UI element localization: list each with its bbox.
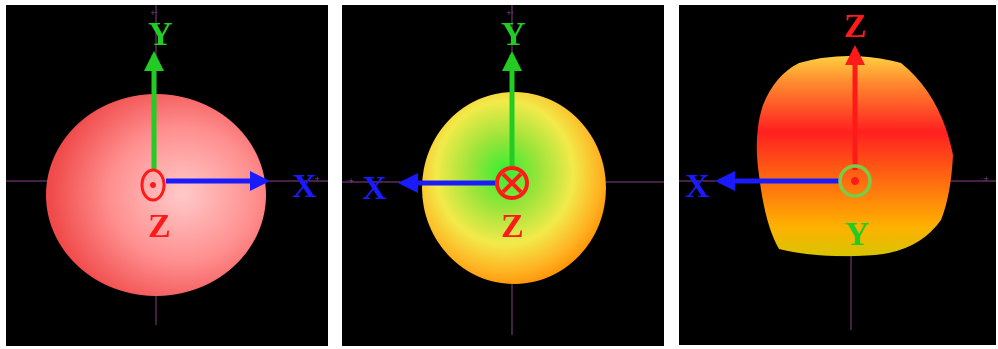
x-axis-label: X <box>685 168 710 205</box>
panel-back-view: Y X Z +· ·+ <box>342 5 664 346</box>
y-axis-label: Y <box>501 16 526 53</box>
y-axis-marker-ring <box>838 164 872 198</box>
front-view-canvas: Y X Z +· ·+ <box>6 5 328 325</box>
panel-side-view: Z X Y ·+ <box>679 5 996 345</box>
sphere-shape <box>46 94 266 296</box>
z-axis-label: Z <box>501 208 524 245</box>
panel-front-view: Y X Z +· ·+ <box>6 5 328 346</box>
x-axis-label: X <box>292 168 317 205</box>
z-axis-marker-cross <box>501 172 523 194</box>
back-view-canvas: Y X Z +· ·+ <box>342 5 664 335</box>
z-axis-label: Z <box>844 8 867 45</box>
z-axis-marker-ring <box>140 168 166 202</box>
decorative-tick: ·+ <box>346 177 354 185</box>
y-axis-marker-dot <box>851 177 859 185</box>
decorative-tick: +· <box>506 9 514 17</box>
sphere-shape <box>422 92 606 284</box>
z-axis-marker-dot <box>150 182 156 188</box>
decorative-tick: ·+ <box>312 175 320 183</box>
z-axis-label: Z <box>148 208 171 245</box>
decorative-tick: ·+ <box>981 175 989 183</box>
y-axis-label: Y <box>148 16 173 53</box>
x-axis-label: X <box>362 170 387 207</box>
z-axis-marker-ring <box>495 166 529 200</box>
side-view-canvas: Z X Y ·+ <box>679 8 996 330</box>
decorative-tick: +· <box>150 9 158 17</box>
y-axis-label: Y <box>845 216 870 253</box>
